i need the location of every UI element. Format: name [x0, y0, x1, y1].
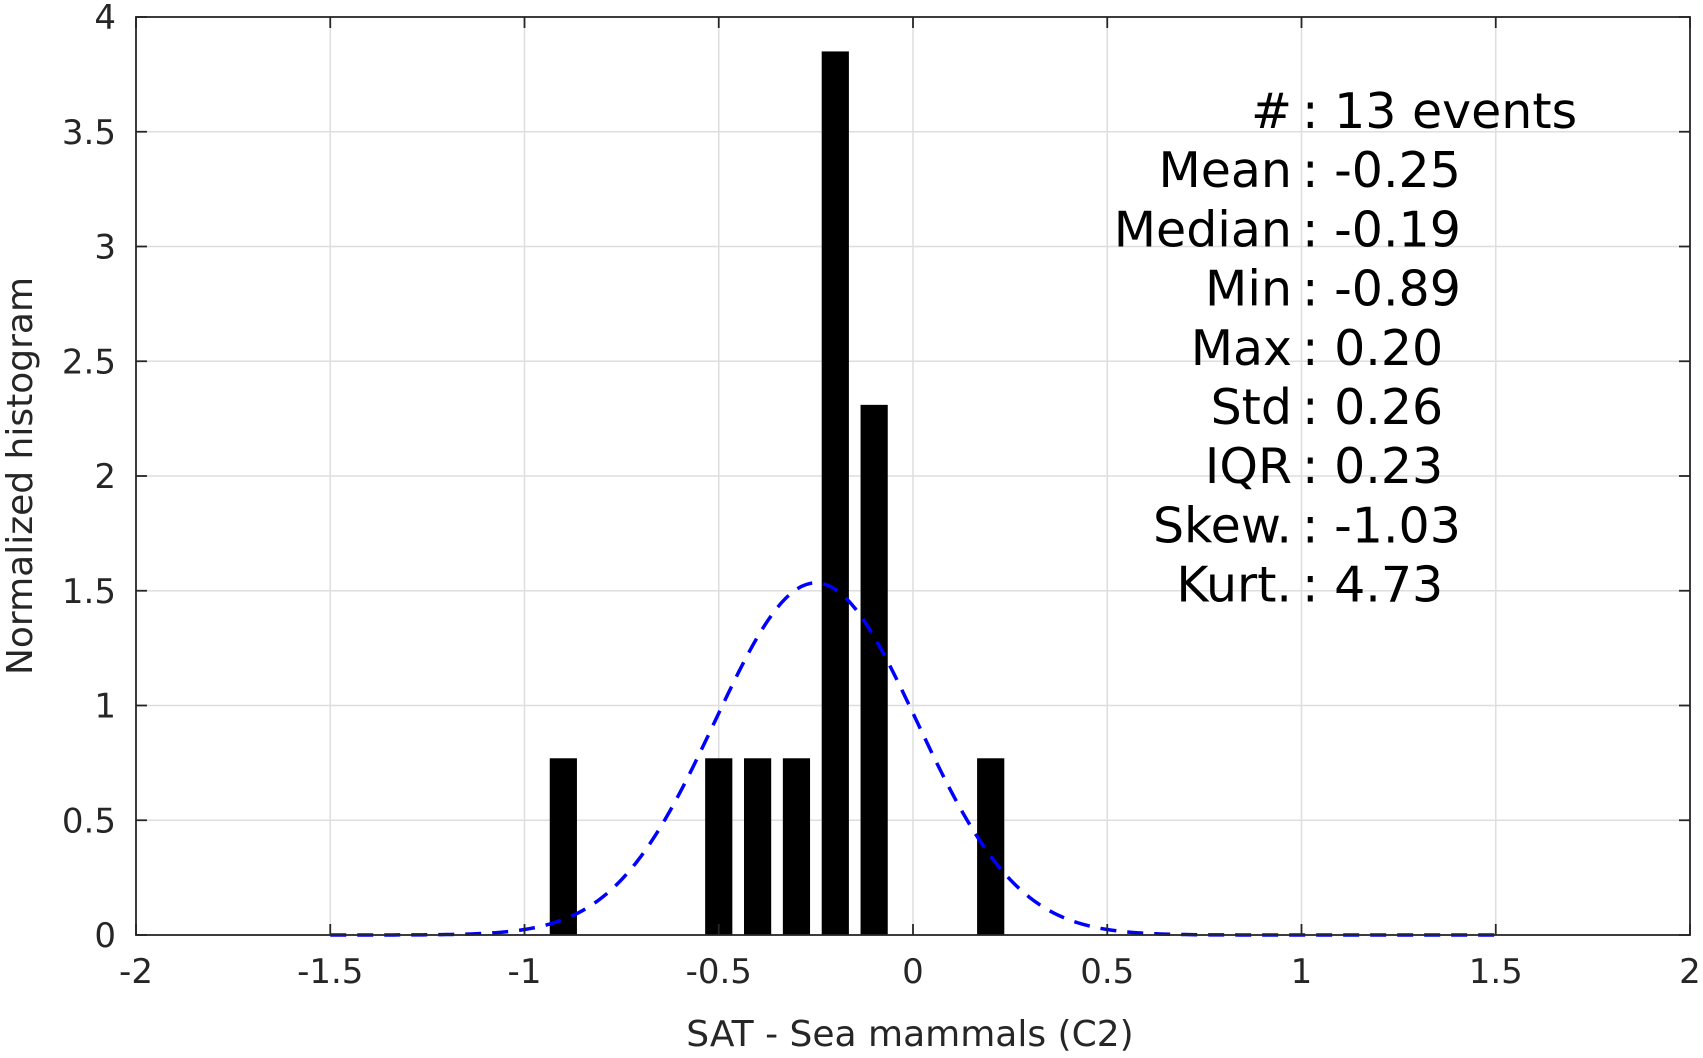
histogram-bar	[860, 404, 888, 936]
stats-line: Skew.: -1.03	[1153, 497, 1461, 554]
stats-line: Median: -0.19	[1114, 201, 1461, 258]
y-tick-label: 0	[94, 916, 116, 956]
x-tick-label: 1	[1291, 952, 1313, 992]
histogram-bar	[977, 758, 1005, 935]
stats-key: IQR	[1205, 438, 1292, 495]
stats-line: Mean: -0.25	[1158, 142, 1460, 199]
x-tick-label: -1	[508, 952, 542, 992]
y-tick-label: 0.5	[62, 801, 116, 841]
histogram-bar	[705, 758, 733, 935]
stats-value: : -0.25	[1302, 142, 1461, 199]
x-tick-label: -1.5	[297, 952, 363, 992]
stats-line: IQR: 0.23	[1205, 438, 1443, 495]
histogram-bar	[549, 758, 577, 935]
stats-key: Mean	[1158, 142, 1292, 199]
x-tick-label: -0.5	[686, 952, 752, 992]
x-tick-label: 1.5	[1469, 952, 1523, 992]
y-tick-label: 1.5	[62, 572, 116, 612]
y-tick-label: 4	[94, 0, 116, 38]
histogram-bar	[821, 51, 849, 936]
stats-key: Std	[1211, 379, 1292, 436]
x-tick-label: 0.5	[1080, 952, 1134, 992]
stats-value: : 0.23	[1302, 438, 1443, 495]
stats-value: : 0.20	[1302, 320, 1443, 377]
stats-value: : -0.19	[1302, 201, 1461, 258]
y-tick-label: 3	[94, 228, 116, 268]
stats-key: Skew.	[1153, 497, 1292, 554]
stats-key: Kurt.	[1176, 557, 1292, 614]
stats-line: Max: 0.20	[1191, 320, 1444, 377]
grid-lines	[136, 17, 1690, 935]
y-tick-label: 1	[94, 687, 116, 727]
y-tick-label: 3.5	[62, 113, 116, 153]
y-tick-label: 2	[94, 457, 116, 497]
x-axis-label: SAT - Sea mammals (C2)	[686, 1014, 1133, 1053]
stats-line: Std: 0.26	[1211, 379, 1444, 436]
x-tick-label: 2	[1679, 952, 1701, 992]
y-axis-label: Normalized histogram	[0, 277, 41, 675]
histogram-bar	[744, 758, 772, 935]
stats-key: Median	[1114, 201, 1292, 258]
histogram-bars	[549, 51, 1005, 936]
stats-line: Min: -0.89	[1205, 261, 1461, 318]
y-tick-label: 2.5	[62, 342, 116, 382]
stats-value: : 13 events	[1302, 83, 1577, 140]
histogram-bar	[782, 758, 811, 935]
stats-value: : 0.26	[1302, 379, 1443, 436]
stats-line: #: 13 events	[1251, 83, 1577, 140]
stats-line: Kurt.: 4.73	[1176, 557, 1443, 614]
x-tick-label: 0	[902, 952, 924, 992]
stats-key: Min	[1205, 261, 1292, 318]
stats-value: : -0.89	[1302, 261, 1461, 318]
stats-value: : -1.03	[1302, 497, 1461, 554]
stats-key: Max	[1191, 320, 1292, 377]
stats-value: : 4.73	[1302, 557, 1443, 614]
axes	[135, 16, 1691, 936]
x-tick-label: -2	[119, 952, 153, 992]
stats-key: #	[1251, 83, 1292, 140]
tick-labels: -2 -1.5 -1 -0.5 0 0.5 1 1.5 2 0 0.5 1 1.5 2 2.5 3 3.5 4	[62, 0, 1701, 992]
